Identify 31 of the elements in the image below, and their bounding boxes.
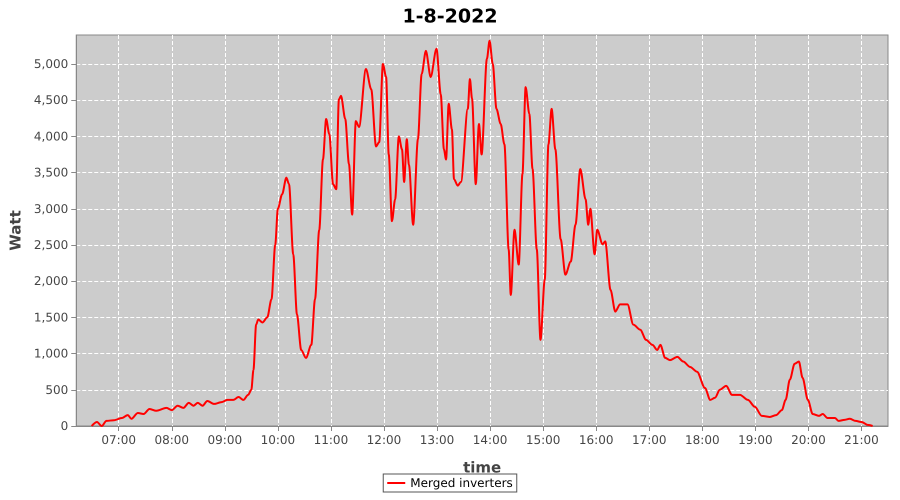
y-tick-label: 5,000: [34, 56, 68, 71]
x-tick-label: 09:00: [208, 433, 242, 447]
y-tick-label: 0: [60, 419, 68, 433]
x-tick-label: 14:00: [472, 433, 508, 447]
chart-title: 1-8-2022: [402, 6, 498, 28]
y-tick-label: 1,500: [34, 310, 68, 324]
x-tick-label: 10:00: [260, 433, 296, 447]
x-tick-label: 20:00: [791, 433, 826, 447]
y-tick-label: 4,000: [34, 129, 68, 144]
y-axis-title: Watt: [6, 210, 24, 251]
x-tick-label: 18:00: [685, 433, 720, 447]
legend-label: Merged inverters: [410, 476, 513, 490]
y-tick-label: 2,000: [34, 274, 68, 288]
x-tick-label: 13:00: [420, 433, 454, 447]
x-tick-label: 21:00: [844, 433, 879, 447]
line-series: [90, 40, 874, 427]
x-axis-title: time: [463, 458, 502, 476]
x-tick-label: 11:00: [314, 433, 348, 447]
y-tick-label: 3,500: [34, 166, 68, 180]
y-tick-label: 4,500: [34, 93, 68, 108]
x-tick-label: 15:00: [526, 433, 560, 447]
y-tick-label: 500: [45, 382, 68, 397]
x-tick-label: 12:00: [366, 433, 402, 447]
x-tick-label: 07:00: [101, 433, 136, 447]
y-tick-label: 1,000: [34, 346, 68, 361]
x-tick-label: 16:00: [578, 433, 614, 447]
y-tick-label: 2,500: [34, 238, 68, 252]
x-tick-label: 17:00: [632, 433, 667, 447]
y-tick-label: 3,000: [34, 202, 68, 216]
x-tick-label: 08:00: [154, 433, 190, 447]
x-tick-label: 19:00: [738, 433, 773, 447]
